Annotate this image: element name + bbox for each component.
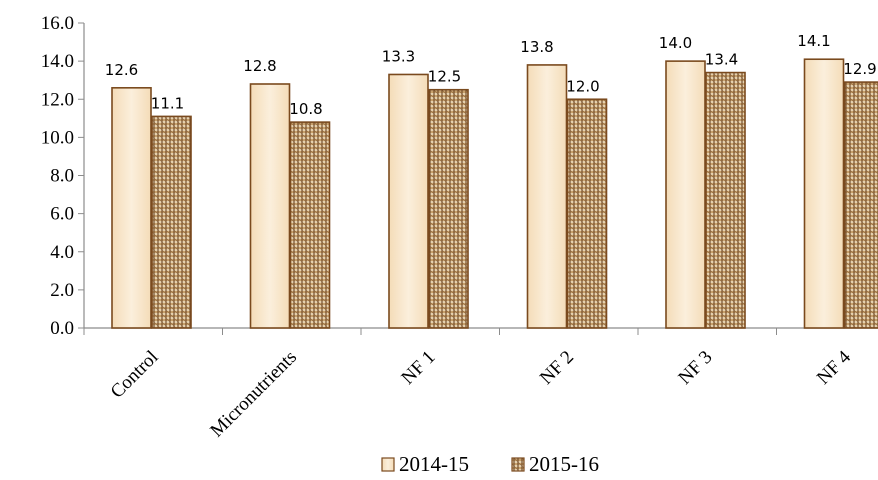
bar (843, 81, 878, 329)
legend-swatch (511, 457, 525, 472)
category-label: Micronutrients (206, 347, 301, 442)
data-label: 12.0 (566, 77, 599, 95)
category-label: NF 2 (536, 347, 578, 389)
legend-label: 2014-15 (399, 452, 469, 476)
category-label: Control (107, 347, 163, 403)
y-tick-label: 8.0 (50, 166, 74, 187)
bar (803, 58, 845, 329)
data-label: 14.0 (659, 34, 692, 52)
data-label: 12.8 (243, 57, 276, 75)
category-label: NF 1 (397, 347, 439, 389)
plot-area: 0.0 2.0 4.0 6.0 8.0 10.0 12.0 14.0 16.0 12.6 11.1 C… (41, 13, 878, 441)
category-label: NF 3 (674, 347, 716, 389)
data-label: 12.9 (843, 60, 876, 78)
bar (526, 64, 568, 329)
bar (428, 88, 469, 329)
bar (111, 87, 152, 329)
y-tick-label: 12.0 (41, 89, 74, 110)
y-tick-label: 4.0 (50, 242, 74, 263)
y-tick-label: 14.0 (41, 51, 74, 72)
legend: 2014-15 2015-16 (381, 452, 599, 476)
data-label: 13.8 (520, 38, 553, 56)
legend-swatch (381, 457, 395, 472)
bar (151, 115, 192, 329)
y-tick-label: 10.0 (41, 127, 74, 148)
data-label: 12.6 (105, 61, 138, 79)
data-label: 13.3 (382, 47, 415, 65)
data-label: 14.1 (797, 32, 830, 50)
bar (249, 83, 291, 329)
y-tick-label: 2.0 (50, 280, 74, 301)
y-tick-label: 6.0 (50, 204, 74, 225)
y-tick-label: 0.0 (50, 318, 74, 339)
legend-label: 2015-16 (529, 452, 599, 476)
category-label: NF 4 (813, 346, 855, 388)
bar (665, 60, 706, 329)
data-label: 10.8 (289, 100, 322, 118)
bar (388, 73, 429, 329)
bar (566, 98, 608, 329)
data-label: 13.4 (705, 51, 738, 69)
bar (705, 71, 746, 329)
bar (289, 121, 331, 329)
data-label: 12.5 (428, 68, 461, 86)
data-label: 11.1 (151, 94, 184, 112)
y-tick-label: 16.0 (41, 13, 74, 34)
